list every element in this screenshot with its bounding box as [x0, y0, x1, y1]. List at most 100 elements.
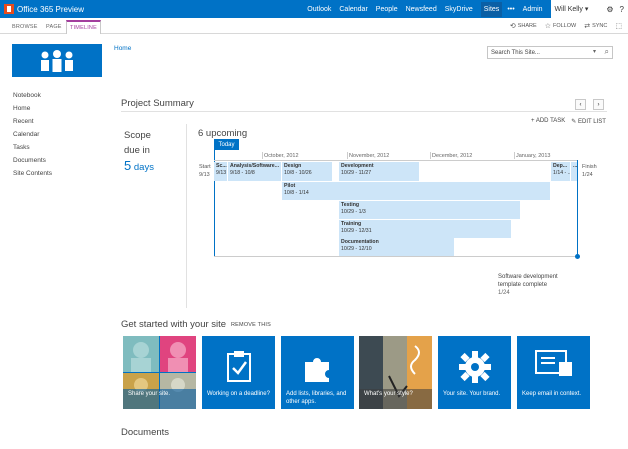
divider-vertical [186, 124, 187, 308]
task-name: Pilot [284, 183, 296, 189]
email-icon [534, 350, 572, 376]
start-date: 9/13 [199, 172, 210, 178]
tile-caption: Your site. Your brand. [443, 391, 501, 397]
task-bar-deployment[interactable]: Dep... 1/14 - ... [551, 162, 570, 181]
month-tick [347, 152, 348, 159]
tile-add-apps[interactable]: Add lists, libraries, and other apps. [281, 336, 354, 409]
brand-text: Office 365 Preview [17, 4, 84, 14]
task-dates: 9/18 - 10/8 [230, 170, 255, 176]
task-name: Sc... [216, 163, 227, 169]
tile-brand[interactable]: Your site. Your brand. [438, 336, 511, 409]
task-bar-testing[interactable]: Testing 10/29 - 1/3 [339, 201, 520, 219]
suite-link-calendar[interactable]: Calendar [339, 5, 368, 13]
timeline-start: Start 9/13 [199, 163, 211, 179]
search-scope-dropdown-icon[interactable]: ▾ [592, 49, 596, 55]
suite-link-sites[interactable]: Sites [480, 1, 503, 17]
share-icon: ⟲ [509, 23, 516, 30]
task-name: Dep... [553, 163, 568, 169]
milestone-title-line1: Software development [498, 274, 558, 280]
nav-notebook[interactable]: Notebook [13, 92, 41, 99]
search-icon[interactable]: ⌕ [604, 47, 609, 56]
user-area: Will Kelly ▾ ⚙ ? [550, 0, 628, 18]
task-bar-training[interactable]: Training 10/29 - 12/31 [339, 220, 511, 238]
search-input[interactable]: Search This Site... ▾ ⌕ [487, 46, 613, 59]
suite-link-admin[interactable]: Admin [522, 5, 543, 13]
tab-browse[interactable]: BROWSE [12, 24, 38, 30]
suite-link-skydrive[interactable]: SkyDrive [444, 5, 473, 13]
tile-share-site[interactable]: Share your site. [123, 336, 196, 409]
task-bar-analysis[interactable]: Analysis/Software... 9/18 - 10/8 [228, 162, 281, 181]
tile-deadline[interactable]: Working on a deadline? [202, 336, 275, 409]
site-logo[interactable] [12, 44, 102, 77]
ribbon-tabs: BROWSE PAGE TIMELINE [0, 18, 628, 34]
puzzle-icon [304, 358, 329, 382]
gear-icon [458, 351, 491, 383]
milestone-title-line2: template complete [498, 282, 548, 288]
ribbon-actions: ⟲ SHARE ☆ FOLLOW ⇄ SYNC ⬚ [502, 18, 624, 34]
upcoming-count[interactable]: 6 upcoming [198, 128, 248, 139]
nav-documents[interactable]: Documents [13, 157, 46, 164]
task-bar-scope[interactable]: Sc... 9/13 [214, 162, 227, 181]
edit-list-button[interactable]: ✎ EDIT LIST [571, 119, 606, 125]
suite-link-people[interactable]: People [375, 5, 398, 13]
share-label: SHARE [517, 23, 537, 29]
task-name: Training [341, 221, 362, 227]
divider [121, 111, 607, 112]
settings-gear-icon[interactable]: ⚙ [606, 4, 614, 14]
help-icon[interactable]: ? [619, 4, 624, 14]
milestone-marker[interactable] [575, 254, 580, 259]
breadcrumb[interactable]: Home [114, 45, 132, 52]
today-line [214, 150, 215, 256]
tile-style[interactable]: What's your style? [359, 336, 432, 409]
timeline-baseline [214, 256, 578, 257]
tab-page[interactable]: PAGE [46, 24, 62, 30]
nav-tasks[interactable]: Tasks [13, 144, 30, 151]
task-bar-design[interactable]: Design 10/8 - 10/26 [282, 162, 332, 181]
focus-button[interactable]: ⬚ [615, 22, 624, 30]
tile-caption: What's your style? [359, 389, 432, 409]
task-dates: 10/29 - 1/3 [341, 209, 366, 215]
sync-button[interactable]: ⇄ SYNC [584, 22, 607, 30]
nav-site-contents[interactable]: Site Contents [13, 170, 53, 177]
task-dates: 10/29 - 12/31 [341, 228, 372, 234]
month-label-december: December, 2012 [432, 153, 473, 159]
task-dates: 10/29 - 12/10 [341, 246, 372, 252]
nav-calendar[interactable]: Calendar [13, 131, 40, 138]
tile-email[interactable]: Keep email in context. [517, 336, 590, 409]
suite-more-button[interactable]: ••• [507, 5, 515, 13]
user-menu[interactable]: Will Kelly ▾ [555, 5, 589, 13]
month-label-november: November, 2012 [349, 153, 390, 159]
scope-days-number: 5 [124, 158, 132, 173]
next-button[interactable]: › [593, 99, 604, 110]
milestone-callout[interactable]: Software development template complete 1… [498, 273, 578, 297]
team-site-logo-icon [41, 49, 73, 72]
task-name: ... [573, 163, 577, 169]
nav-home[interactable]: Home [13, 105, 31, 112]
month-tick [514, 152, 515, 159]
suite-bar [0, 0, 628, 18]
sync-icon: ⇄ [584, 23, 591, 30]
suite-link-outlook[interactable]: Outlook [307, 5, 332, 13]
task-bar-development[interactable]: Development 10/29 - 11/27 [339, 162, 419, 181]
search-placeholder: Search This Site... [491, 49, 540, 56]
previous-button[interactable]: ‹ [575, 99, 586, 110]
task-dates: 10/8 - 10/26 [284, 170, 312, 176]
add-task-button[interactable]: + ADD TASK [531, 118, 566, 124]
task-bar-truncated[interactable]: ... [571, 162, 577, 181]
today-marker: Today [214, 139, 239, 150]
share-button[interactable]: ⟲ SHARE [510, 22, 537, 30]
suite-links: Outlook Calendar People Newsfeed SkyDriv… [307, 0, 628, 18]
task-bar-pilot[interactable]: Pilot 10/8 - 1/14 [282, 182, 550, 200]
suite-link-newsfeed[interactable]: Newsfeed [405, 5, 437, 13]
tab-timeline[interactable]: TIMELINE [66, 20, 101, 34]
task-bar-documentation[interactable]: Documentation 10/29 - 12/10 [339, 238, 454, 256]
scope-due-panel[interactable]: Scope due in 5 days [124, 128, 154, 175]
task-dates: 10/8 - 1/14 [284, 190, 309, 196]
task-name: Documentation [341, 239, 379, 245]
remove-this-button[interactable]: REMOVE THIS [231, 322, 271, 328]
chevron-down-icon: ▾ [584, 6, 589, 13]
follow-button[interactable]: ☆ FOLLOW [545, 22, 577, 30]
nav-recent[interactable]: Recent [13, 118, 34, 125]
office365-brand[interactable]: Office 365 Preview [4, 2, 84, 16]
get-started-title: Get started with your site [121, 319, 227, 330]
